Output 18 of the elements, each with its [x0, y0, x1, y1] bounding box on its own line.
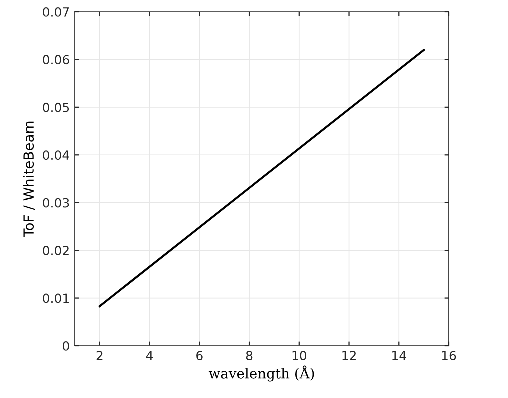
- x-axis-title: wavelength (Å): [208, 366, 314, 382]
- x-tick-label: 16: [442, 351, 456, 361]
- y-tick-label: 0.01: [43, 294, 69, 304]
- y-axis-title: ToF / WhiteBeam: [23, 122, 36, 238]
- y-tick-label: 0.07: [43, 7, 70, 17]
- x-tick-label: 12: [342, 351, 356, 360]
- x-tick-label: 6: [196, 351, 203, 361]
- y-tick-label: 0.05: [43, 102, 70, 112]
- x-tick-label: 14: [392, 351, 406, 360]
- x-tick-label: 2: [96, 351, 103, 360]
- y-tick-label: 0: [63, 341, 70, 351]
- y-tick-label: 0.03: [43, 198, 70, 208]
- y-tick-label: 0.06: [43, 55, 70, 65]
- x-tick-label: 8: [246, 351, 253, 361]
- y-tick-label: 0.04: [43, 150, 70, 160]
- x-tick-label: 4: [146, 351, 154, 360]
- y-tick-label: 0.02: [43, 246, 69, 256]
- x-tick-label: 10: [292, 351, 307, 361]
